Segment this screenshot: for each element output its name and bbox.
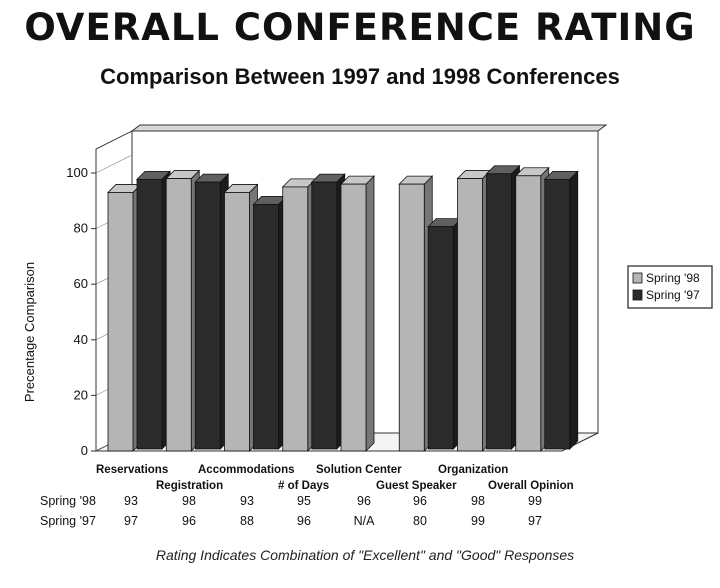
y-tick-label: 20 xyxy=(74,387,88,402)
table-cell: 97 xyxy=(528,514,542,528)
bar-spring98 xyxy=(165,178,192,452)
bar-spring98 xyxy=(398,183,425,452)
table-cell: 99 xyxy=(471,514,485,528)
table-cell: 98 xyxy=(471,494,485,508)
table-cell: 93 xyxy=(124,494,138,508)
y-tick-label: 100 xyxy=(66,165,88,180)
bar-spring97 xyxy=(194,181,221,450)
table-cell: 80 xyxy=(413,514,427,528)
bar-spring97 xyxy=(136,178,163,450)
table-cell: 95 xyxy=(297,494,311,508)
y-tick-label: 80 xyxy=(74,221,88,236)
table-cell: 99 xyxy=(528,494,542,508)
bar-spring98 xyxy=(457,178,483,452)
chart-title: OVERALL CONFERENCE RATING xyxy=(24,6,696,49)
table-cell: 96 xyxy=(413,494,427,508)
y-axis-label: Precentage Comparison xyxy=(22,262,37,402)
table-row-label: Spring '97 xyxy=(40,514,96,528)
legend-swatch xyxy=(632,272,643,284)
bar-spring98 xyxy=(282,186,309,452)
table-cell: N/A xyxy=(354,514,376,528)
bar-spring97 xyxy=(311,181,338,450)
table-cell: 96 xyxy=(182,514,196,528)
y-grid-side xyxy=(95,154,133,174)
back-wall-top xyxy=(130,124,608,132)
table-cell: 98 xyxy=(182,494,196,508)
table-cell: 96 xyxy=(297,514,311,528)
bar-spring97 xyxy=(544,178,571,450)
table-cell: 96 xyxy=(357,494,371,508)
table-row-label: Spring '98 xyxy=(40,494,96,508)
y-tick-label: 60 xyxy=(74,276,88,291)
table-cell: 97 xyxy=(124,514,138,528)
legend-label: Spring '98 xyxy=(646,271,700,285)
x-tick-label: Registration xyxy=(156,480,223,492)
bar-side xyxy=(365,175,375,452)
bar-spring98 xyxy=(340,183,367,452)
bar-spring98 xyxy=(224,192,250,452)
x-tick-label: Overall Opinion xyxy=(488,480,574,492)
bar-spring97 xyxy=(427,226,454,450)
y-tick-label: 40 xyxy=(74,332,88,347)
x-tick-label: Organization xyxy=(438,464,508,476)
bar-spring98 xyxy=(107,192,134,452)
table-cell: 88 xyxy=(240,514,254,528)
x-tick-label: Solution Center xyxy=(316,464,402,476)
bar-side xyxy=(569,170,579,450)
bar-spring98 xyxy=(515,175,542,452)
table-cell: 93 xyxy=(240,494,254,508)
bar-spring97 xyxy=(486,173,512,450)
x-tick-label: Guest Speaker xyxy=(376,480,457,492)
legend-swatch xyxy=(632,289,643,301)
y-tick-label: 0 xyxy=(81,443,88,458)
legend-label: Spring '97 xyxy=(646,288,700,302)
x-tick-label: Reservations xyxy=(96,464,168,476)
chart-footnote: Rating Indicates Combination of "Excelle… xyxy=(155,547,575,563)
chart-subtitle: Comparison Between 1997 and 1998 Confere… xyxy=(100,64,620,89)
x-tick-label: # of Days xyxy=(278,480,329,492)
bar-spring97 xyxy=(253,203,279,450)
x-tick-label: Accommodations xyxy=(198,464,295,476)
